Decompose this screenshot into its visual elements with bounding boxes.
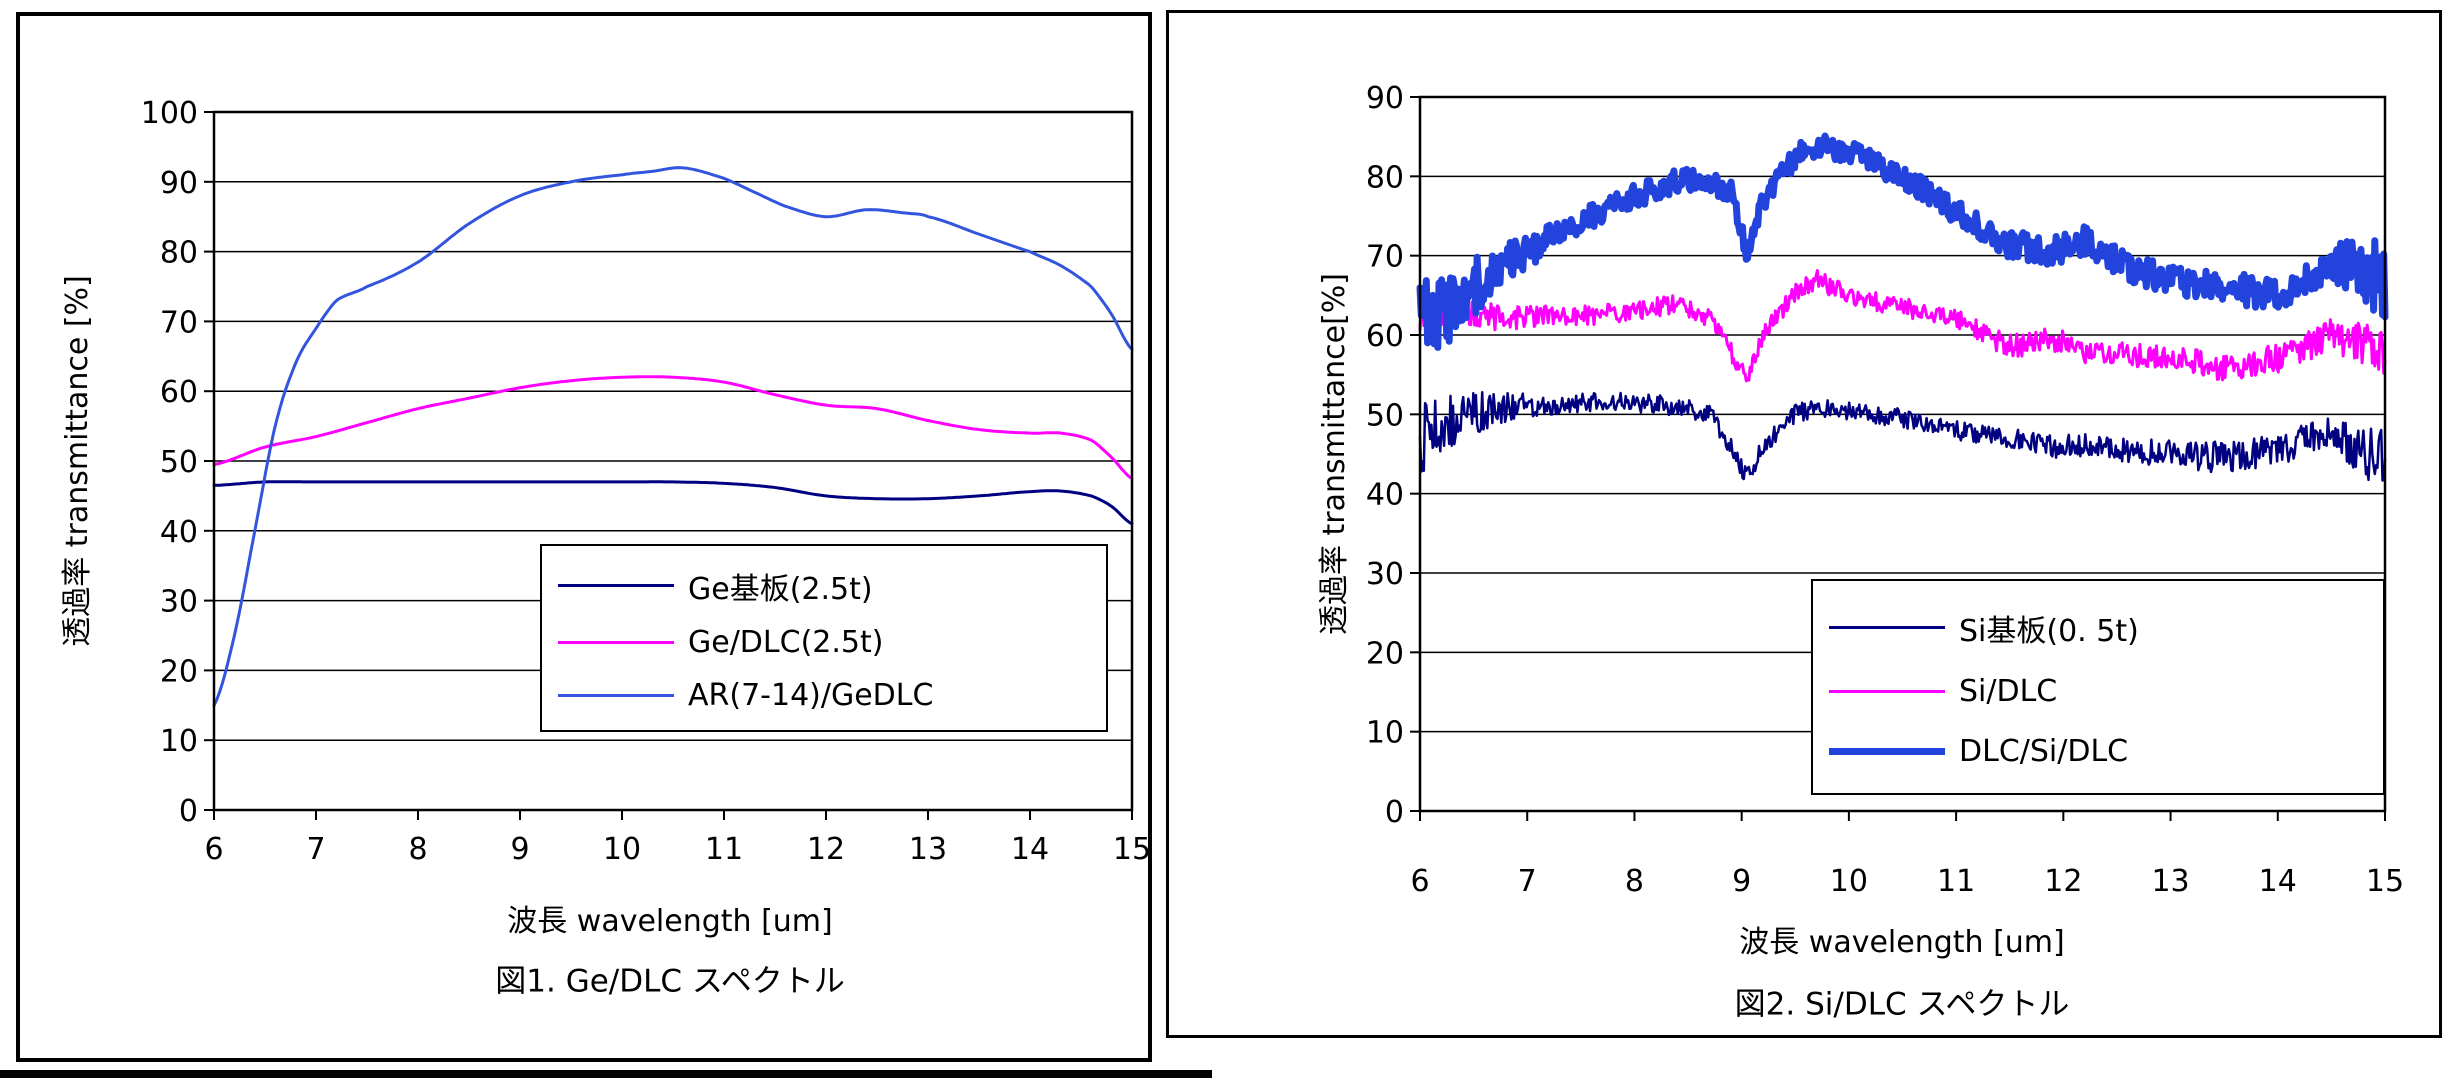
legend-item: Si基板(0. 5t) (1829, 606, 2383, 650)
legend-item: Si/DLC (1829, 674, 2383, 709)
legend-label: Si基板(0. 5t) (1959, 613, 2139, 649)
y-tick-label: 40 (160, 515, 198, 550)
y-tick-label: 70 (1366, 240, 1404, 275)
series-line-3 (1416, 132, 2389, 351)
x-tick-label: 15 (1113, 832, 1148, 867)
legend-line-sample (558, 584, 674, 587)
x-tick-label: 6 (1410, 864, 1429, 899)
y-tick-label: 100 (141, 96, 198, 131)
y-tick-label: 50 (160, 445, 198, 480)
figure1-x-axis-label: 波長 wavelength [um] (507, 904, 833, 939)
figure1-y-axis-label: 透過率 transmittance [%] (60, 275, 95, 647)
figure1-caption: 図1. Ge/DLC スペクトル (495, 963, 845, 1000)
x-tick-label: 8 (1625, 864, 1644, 899)
y-tick-label: 0 (179, 794, 198, 829)
y-tick-label: 10 (1366, 716, 1404, 751)
figure2-chart-svg: 0 10 20 30 40 50 60 70 80 90 6 7 8 9 10 11 12 13 14 15 (1366, 81, 2404, 899)
legend-line-sample (1829, 747, 1945, 755)
legend-label: DLC/Si/DLC (1959, 733, 2129, 769)
x-tick-label: 14 (2259, 864, 2297, 899)
x-tick-label: 11 (1937, 864, 1975, 899)
x-tick-label: 14 (1011, 832, 1049, 867)
legend-line-sample (558, 693, 674, 697)
figure2-caption: 図2. Si/DLC スペクトル (1734, 986, 2070, 1023)
x-tick-label: 8 (408, 832, 427, 867)
x-tick-label: 12 (2044, 864, 2082, 899)
series-line-3 (212, 166, 1134, 707)
y-tick-label: 70 (160, 305, 198, 340)
y-tick-label: 90 (1366, 81, 1404, 116)
plot-border (212, 110, 1134, 812)
x-tick-label: 10 (1830, 864, 1868, 899)
x-tick-label: 13 (909, 832, 947, 867)
bottom-divider (0, 1070, 1212, 1078)
y-tick-label: 40 (1366, 478, 1404, 513)
y-tick-label: 80 (160, 236, 198, 271)
x-tick-label: 10 (603, 832, 641, 867)
y-tick-label: 60 (1366, 319, 1404, 354)
figure2-y-axis-label: 透過率 transmittance[%] (1317, 272, 1352, 636)
series-line-1 (212, 480, 1134, 526)
x-tick-label: 7 (306, 832, 325, 867)
figure1-legend: Ge基板(2.5t) Ge/DLC(2.5t) AR(7-14)/GeDLC (540, 544, 1108, 732)
x-tick-label: 15 (2366, 864, 2404, 899)
legend-line-sample (558, 641, 674, 644)
y-tick-label: 80 (1366, 160, 1404, 195)
y-tick-label: 10 (160, 724, 198, 759)
series-line-2 (212, 375, 1134, 480)
legend-item: AR(7-14)/GeDLC (558, 678, 1106, 713)
legend-label: AR(7-14)/GeDLC (688, 677, 934, 713)
y-tick-label: 30 (1366, 557, 1404, 592)
legend-item: Ge/DLC(2.5t) (558, 625, 1106, 660)
figure1-chart-svg: 0 10 20 30 40 50 60 70 80 90 100 6 7 8 9 10 11 12 13 14 15 (141, 96, 1148, 867)
series-line-2 (1418, 269, 2387, 383)
y-tick-label: 60 (160, 375, 198, 410)
figure2-legend: Si基板(0. 5t) Si/DLC DLC/Si/DLC (1811, 579, 2385, 795)
legend-line-sample (1829, 626, 1945, 629)
series-line-1 (1418, 391, 2387, 482)
x-tick-label: 11 (705, 832, 743, 867)
x-tick-label: 7 (1518, 864, 1537, 899)
y-tick-label: 20 (160, 654, 198, 689)
legend-line-sample (1829, 690, 1945, 693)
figure1-panel: 0 10 20 30 40 50 60 70 80 90 100 6 7 8 9 10 11 12 13 14 15 透… (16, 12, 1152, 1062)
legend-label: Si/DLC (1959, 674, 2058, 709)
figure2-panel: 0 10 20 30 40 50 60 70 80 90 6 7 8 9 10 11 12 13 14 15 透過率 … (1166, 10, 2442, 1038)
legend-item: Ge基板(2.5t) (558, 564, 1106, 608)
x-tick-label: 9 (1732, 864, 1751, 899)
legend-label: Ge/DLC(2.5t) (688, 625, 884, 660)
x-tick-label: 12 (807, 832, 845, 867)
figure2-x-axis-label: 波長 wavelength [um] (1739, 925, 2065, 960)
x-tick-label: 13 (2151, 864, 2189, 899)
x-tick-label: 9 (510, 832, 529, 867)
plot-border (1418, 95, 2387, 813)
y-tick-label: 20 (1366, 636, 1404, 671)
x-tick-label: 6 (204, 832, 223, 867)
legend-item: DLC/Si/DLC (1829, 734, 2383, 769)
y-tick-label: 30 (160, 585, 198, 620)
y-tick-label: 90 (160, 166, 198, 201)
y-tick-label: 0 (1385, 795, 1404, 830)
y-tick-label: 50 (1366, 398, 1404, 433)
legend-label: Ge基板(2.5t) (688, 571, 873, 607)
